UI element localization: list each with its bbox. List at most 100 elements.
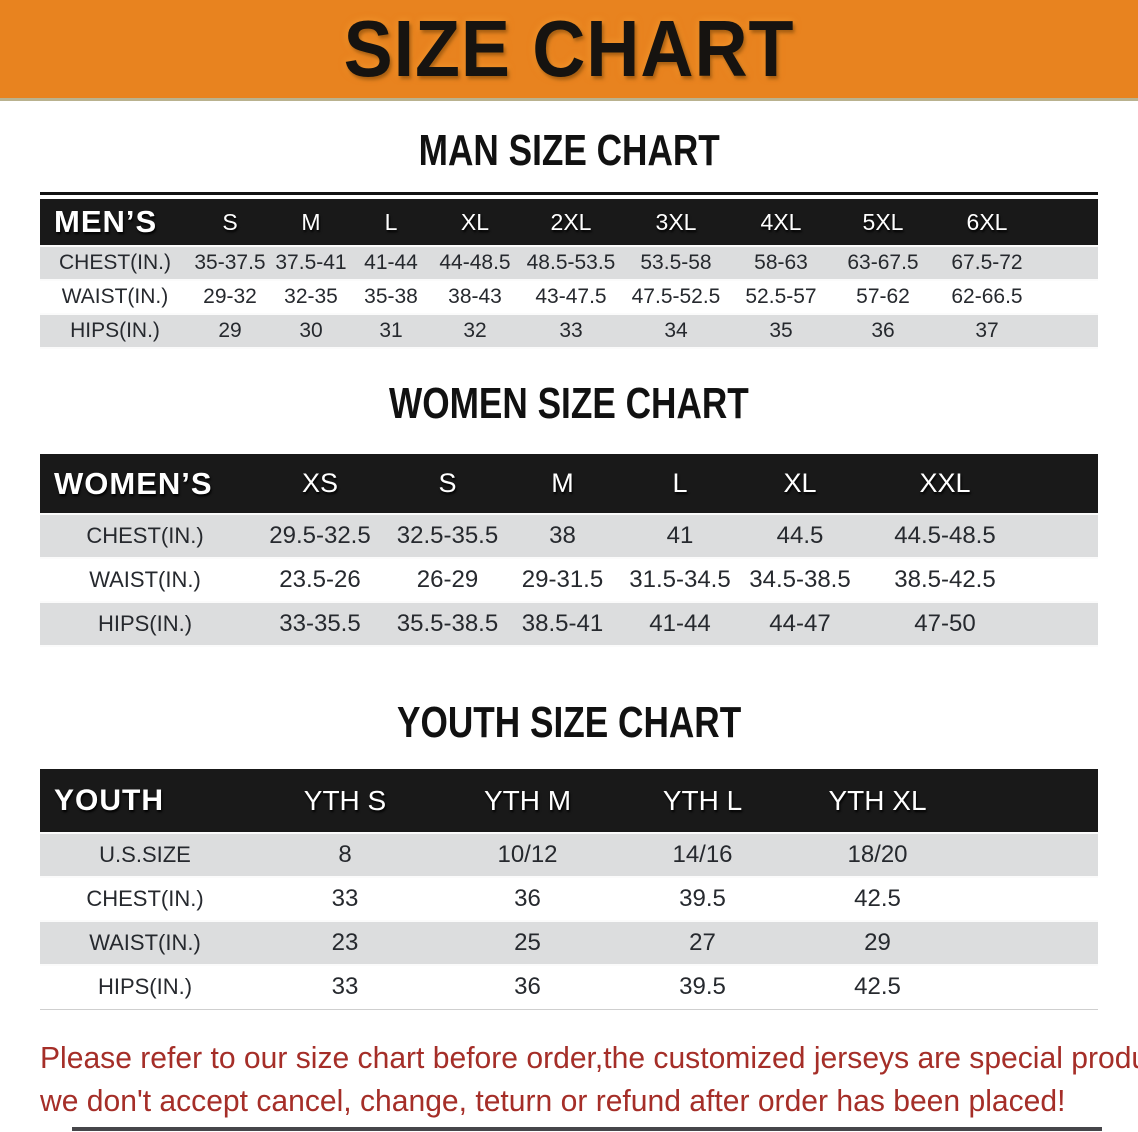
value-cell: 23: [250, 920, 440, 966]
cell-spacer: [965, 832, 1098, 878]
men-header-row: MEN’S S M L XL 2XL 3XL 4XL 5XL 6XL: [40, 199, 1098, 246]
cell-spacer: [1040, 245, 1098, 281]
women-section-heading: WOMEN SIZE CHART: [0, 380, 1138, 428]
value-cell: 14/16: [615, 832, 790, 878]
cell-spacer: [1030, 558, 1098, 602]
men-header-cell: 5XL: [832, 199, 934, 246]
bottom-edge-bar: [72, 1127, 1102, 1131]
value-cell: 58-63: [730, 245, 832, 281]
value-cell: 41-44: [352, 245, 430, 281]
women-header-cell: XXL: [860, 454, 1030, 514]
value-cell: 29: [790, 920, 965, 966]
women-group-label: WOMEN’S: [40, 454, 250, 514]
youth-header-cell: YTH M: [440, 769, 615, 833]
row-label: CHEST(IN.): [40, 245, 190, 281]
value-cell: 31.5-34.5: [620, 558, 740, 602]
value-cell: 38-43: [430, 280, 520, 314]
women-chest-row: CHEST(IN.) 29.5-32.5 32.5-35.5 38 41 44.…: [40, 513, 1098, 559]
row-label: HIPS(IN.): [40, 965, 250, 1009]
value-cell: 39.5: [615, 877, 790, 921]
men-waist-row: WAIST(IN.) 29-32 32-35 35-38 38-43 43-47…: [40, 280, 1098, 314]
value-cell: 35: [730, 313, 832, 349]
value-cell: 32-35: [270, 280, 352, 314]
value-cell: 47-50: [860, 601, 1030, 647]
men-hips-row: HIPS(IN.) 29 30 31 32 33 34 35 36 37: [40, 313, 1098, 349]
cell-spacer: [1040, 313, 1098, 349]
row-label: U.S.SIZE: [40, 832, 250, 878]
value-cell: 25: [440, 920, 615, 966]
man-section-heading: MAN SIZE CHART: [0, 127, 1138, 175]
men-header-cell: L: [352, 199, 430, 246]
cell-spacer: [965, 920, 1098, 966]
youth-header-cell: YTH L: [615, 769, 790, 833]
women-heading-text: WOMEN SIZE CHART: [389, 379, 749, 428]
women-size-table: WOMEN’S XS S M L XL XXL CHEST(IN.) 29.5-…: [40, 454, 1098, 647]
men-chest-row: CHEST(IN.) 35-37.5 37.5-41 41-44 44-48.5…: [40, 245, 1098, 281]
youth-size-table: YOUTH YTH S YTH M YTH L YTH XL U.S.SIZE …: [40, 769, 1098, 1010]
value-cell: 37.5-41: [270, 245, 352, 281]
value-cell: 8: [250, 832, 440, 878]
men-header-cell: 2XL: [520, 199, 622, 246]
women-header-cell: L: [620, 454, 740, 514]
value-cell: 42.5: [790, 965, 965, 1009]
row-label: HIPS(IN.): [40, 313, 190, 349]
value-cell: 42.5: [790, 877, 965, 921]
value-cell: 33-35.5: [250, 601, 390, 647]
women-header-cell: XS: [250, 454, 390, 514]
value-cell: 35.5-38.5: [390, 601, 505, 647]
banner-title: SIZE CHART: [343, 4, 795, 93]
value-cell: 52.5-57: [730, 280, 832, 314]
youth-size-table-wrap: YOUTH YTH S YTH M YTH L YTH XL U.S.SIZE …: [40, 769, 1098, 1010]
value-cell: 67.5-72: [934, 245, 1040, 281]
policy-note: Please refer to our size chart before or…: [40, 1036, 1138, 1122]
men-size-table: MEN’S S M L XL 2XL 3XL 4XL 5XL 6XL CHEST…: [40, 199, 1098, 349]
cell-spacer: [1030, 513, 1098, 559]
youth-section-heading: YOUTH SIZE CHART: [0, 699, 1138, 747]
value-cell: 34: [622, 313, 730, 349]
value-cell: 10/12: [440, 832, 615, 878]
value-cell: 38.5-41: [505, 601, 620, 647]
value-cell: 62-66.5: [934, 280, 1040, 314]
women-header-row: WOMEN’S XS S M L XL XXL: [40, 454, 1098, 514]
man-heading-text: MAN SIZE CHART: [418, 126, 720, 175]
men-header-cell: S: [190, 199, 270, 246]
value-cell: 44-48.5: [430, 245, 520, 281]
value-cell: 35-37.5: [190, 245, 270, 281]
value-cell: 23.5-26: [250, 558, 390, 602]
value-cell: 63-67.5: [832, 245, 934, 281]
value-cell: 33: [250, 877, 440, 921]
men-group-label: MEN’S: [40, 199, 190, 246]
youth-hips-row: HIPS(IN.) 33 36 39.5 42.5: [40, 965, 1098, 1009]
size-chart-banner: SIZE CHART: [0, 0, 1138, 101]
value-cell: 33: [250, 965, 440, 1009]
women-header-cell: XL: [740, 454, 860, 514]
women-size-table-wrap: WOMEN’S XS S M L XL XXL CHEST(IN.) 29.5-…: [40, 454, 1098, 647]
value-cell: 29.5-32.5: [250, 513, 390, 559]
policy-note-line2: we don't accept cancel, change, teturn o…: [40, 1082, 1066, 1118]
value-cell: 29-32: [190, 280, 270, 314]
men-header-cell: XL: [430, 199, 520, 246]
header-spacer: [1030, 454, 1098, 514]
value-cell: 35-38: [352, 280, 430, 314]
youth-group-label: YOUTH: [40, 769, 250, 833]
value-cell: 41-44: [620, 601, 740, 647]
value-cell: 47.5-52.5: [622, 280, 730, 314]
value-cell: 37: [934, 313, 1040, 349]
value-cell: 44-47: [740, 601, 860, 647]
women-hips-row: HIPS(IN.) 33-35.5 35.5-38.5 38.5-41 41-4…: [40, 601, 1098, 647]
youth-heading-text: YOUTH SIZE CHART: [396, 698, 742, 747]
value-cell: 36: [440, 877, 615, 921]
value-cell: 27: [615, 920, 790, 966]
men-header-cell: M: [270, 199, 352, 246]
women-header-cell: S: [390, 454, 505, 514]
value-cell: 38.5-42.5: [860, 558, 1030, 602]
cell-spacer: [965, 877, 1098, 921]
youth-header-row: YOUTH YTH S YTH M YTH L YTH XL: [40, 769, 1098, 833]
row-label: WAIST(IN.): [40, 280, 190, 314]
value-cell: 39.5: [615, 965, 790, 1009]
men-table-top-rule: [40, 192, 1098, 195]
cell-spacer: [965, 965, 1098, 1009]
youth-chest-row: CHEST(IN.) 33 36 39.5 42.5: [40, 877, 1098, 921]
men-header-cell: 3XL: [622, 199, 730, 246]
value-cell: 44.5-48.5: [860, 513, 1030, 559]
